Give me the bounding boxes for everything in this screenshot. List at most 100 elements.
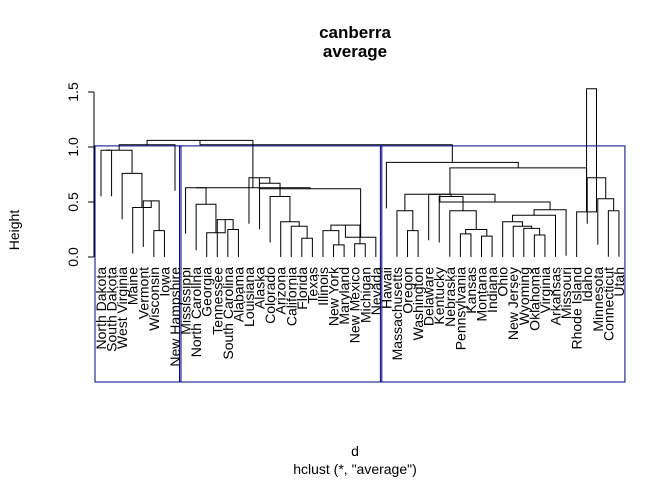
- y-axis: 0.0 0.5 1.0 1.5: [65, 82, 95, 267]
- dendrogram-link: [407, 230, 419, 257]
- leaf-label: Indiana: [484, 267, 500, 313]
- dendrogram-link: [121, 172, 143, 220]
- dendrogram-link: [333, 244, 345, 257]
- dendrogram-link: [269, 196, 291, 243]
- leaf-label: Oklahoma: [526, 267, 542, 331]
- dendrogram-link: [533, 234, 546, 257]
- leaf-label: Ohio: [495, 267, 511, 297]
- dendrogram-link: [459, 233, 472, 257]
- dendrogram-link: [523, 227, 541, 257]
- leaf-label: Rhode Island: [569, 267, 585, 350]
- leaf-label: New Hampshire: [167, 267, 183, 367]
- dendrogram-link: [100, 149, 113, 197]
- leaf-label: New York: [326, 266, 342, 326]
- leaf-label: West Virginia: [114, 267, 130, 349]
- dendrogram-link: [607, 210, 620, 257]
- dendrogram-link: [465, 229, 488, 237]
- dendrogram-link: [132, 200, 152, 254]
- leaf-label: Michigan: [357, 267, 373, 323]
- dendrogram-link: [106, 149, 133, 174]
- leaf-label: Nebraska: [442, 267, 458, 327]
- leaf-label: Mississippi: [178, 267, 194, 335]
- cluster-box: [179, 145, 383, 383]
- cluster-box: [94, 145, 182, 383]
- dendrogram-link: [290, 225, 308, 257]
- leaf-label: South Dakota: [104, 267, 120, 352]
- y-tick-label: 1.0: [65, 137, 81, 157]
- leaf-label: North Carolina: [188, 267, 204, 357]
- leaf-label: North Dakota: [93, 267, 109, 350]
- leaf-label: Alabama: [230, 267, 246, 322]
- dendrogram-link: [280, 221, 300, 257]
- dendrogram-link: [185, 187, 207, 234]
- dendrogram-links: [100, 88, 620, 257]
- leaf-label: Utah: [611, 267, 627, 297]
- x-axis-label: d: [351, 443, 359, 459]
- leaf-label: Wisconsin: [146, 267, 162, 331]
- leaf-label: Nevada: [368, 267, 384, 315]
- leaf-label: Connecticut: [600, 267, 616, 341]
- dendrogram-link: [322, 230, 340, 257]
- leaf-label: Georgia: [199, 267, 215, 317]
- leaf-label: Vermont: [135, 267, 151, 319]
- dendrogram-link: [512, 225, 533, 257]
- dendrogram-link: [301, 237, 313, 257]
- leaf-label: Hawaii: [378, 267, 394, 309]
- dendrogram-link: [438, 196, 464, 243]
- leaf-label: Maryland: [336, 267, 352, 325]
- y-tick-label: 1.5: [65, 82, 81, 102]
- chart-title: canberra: [319, 23, 391, 42]
- leaf-label: Washington: [410, 267, 426, 340]
- leaf-label: Maine: [125, 267, 141, 305]
- leaf-label: Idaho: [579, 267, 595, 302]
- y-tick-label: 0.0: [65, 247, 81, 267]
- leaf-label: Tennessee: [209, 267, 225, 335]
- leaf-label: Virginia: [537, 267, 553, 314]
- leaf-label: Alaska: [252, 267, 268, 309]
- leaf-label: Wyoming: [516, 267, 532, 325]
- leaf-label: New Jersey: [505, 267, 521, 340]
- leaf-label: Oregon: [400, 267, 416, 314]
- dendrogram-link: [354, 243, 366, 257]
- leaf-label: New Mexico: [347, 267, 363, 343]
- leaf-label: Arizona: [273, 267, 289, 315]
- leaf-label: Pennsylvania: [452, 267, 468, 350]
- leaf-label: South Carolina: [220, 267, 236, 360]
- dendrogram-link: [146, 139, 254, 188]
- dendrogram-link: [502, 221, 523, 257]
- leaf-label: Massachusetts: [389, 267, 405, 360]
- leaf-label: Delaware: [421, 267, 437, 326]
- dendrogram-link: [199, 140, 453, 163]
- leaf-label: Louisiana: [241, 267, 257, 327]
- leaf-label: Iowa: [156, 267, 172, 297]
- dendrogram-link: [195, 203, 217, 251]
- leaf-label: Colorado: [262, 267, 278, 324]
- y-axis-label: Height: [6, 210, 22, 251]
- leaf-label: Arkansas: [548, 267, 564, 325]
- leaf-label: Illinois: [315, 267, 331, 306]
- cluster-box: [379, 145, 626, 383]
- x-axis-sublabel: hclust (*, "average"): [293, 461, 417, 477]
- dendrogram-link: [586, 88, 597, 212]
- leaf-label: Missouri: [558, 267, 574, 319]
- leaf-label: California: [283, 267, 299, 326]
- leaf-label: Texas: [304, 267, 320, 304]
- dendrogram-link: [153, 230, 165, 257]
- leaf-label: Kansas: [463, 267, 479, 314]
- dendrogram-link: [533, 209, 567, 256]
- dendrogram-link: [195, 187, 311, 189]
- dendrogram-link: [597, 198, 615, 245]
- dendrogram-link: [227, 229, 239, 257]
- dendrogram-link: [118, 144, 176, 191]
- leaf-label: Minnesota: [590, 267, 606, 332]
- dendrogram-link: [481, 235, 493, 257]
- y-tick-label: 0.5: [65, 192, 81, 212]
- dendrogram-link: [449, 167, 588, 212]
- leaf-label: Kentucky: [431, 267, 447, 325]
- leaf-label: Florida: [294, 267, 310, 310]
- cluster-boxes: [94, 145, 626, 383]
- leaf-label: Montana: [474, 267, 490, 322]
- chart-subtitle: average: [323, 42, 387, 61]
